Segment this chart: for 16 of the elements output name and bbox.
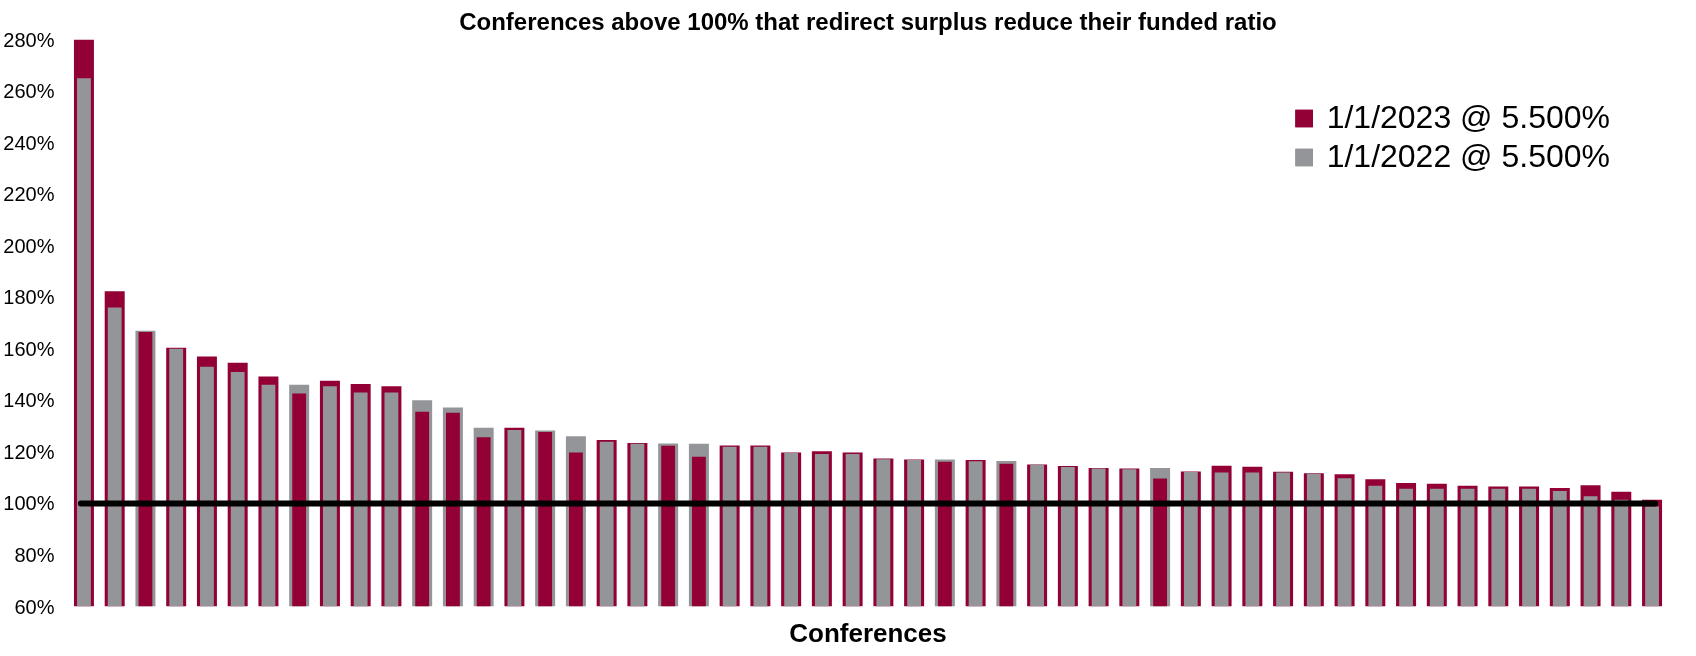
legend-label: 1/1/2023 @ 5.500% (1326, 99, 1610, 136)
y-tick-label: 60% (14, 595, 55, 618)
y-tick-label: 120% (3, 440, 55, 463)
y-tick-label: 280% (3, 28, 55, 51)
y-tick-label: 140% (3, 389, 55, 412)
legend-label: 1/1/2022 @ 5.500% (1326, 138, 1610, 175)
y-tick-label: 240% (3, 131, 55, 154)
y-tick-label: 100% (3, 492, 55, 515)
y-tick-label: 260% (3, 80, 55, 103)
y-tick-label: 220% (3, 183, 55, 206)
chart-title: Conferences above 100% that redirect surplus reduce their funded ratio (459, 7, 1277, 35)
x-axis-title: Conferences (789, 617, 947, 648)
y-tick-label: 160% (3, 337, 55, 360)
y-tick-label: 180% (3, 286, 55, 309)
y-tick-label: 80% (14, 543, 55, 566)
y-tick-label: 200% (3, 234, 55, 257)
